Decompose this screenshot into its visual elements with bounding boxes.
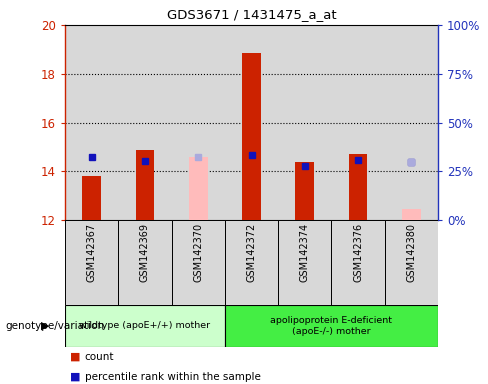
Text: GSM142376: GSM142376: [353, 223, 363, 282]
Bar: [118, 25, 172, 220]
Text: percentile rank within the sample: percentile rank within the sample: [84, 372, 261, 382]
Bar: [189, 157, 207, 220]
Text: GSM142372: GSM142372: [246, 223, 257, 282]
Bar: [65, 220, 118, 305]
Bar: [65, 25, 118, 220]
Bar: [331, 220, 385, 305]
Bar: [385, 220, 438, 305]
Text: genotype/variation: genotype/variation: [5, 321, 104, 331]
Bar: [295, 162, 314, 220]
Bar: [225, 305, 438, 347]
Bar: [225, 25, 278, 220]
Text: GSM142374: GSM142374: [300, 223, 310, 282]
Bar: [242, 53, 261, 220]
Bar: [172, 25, 225, 220]
Bar: [225, 220, 278, 305]
Bar: [402, 209, 421, 220]
Bar: [65, 305, 225, 347]
Text: GSM142380: GSM142380: [407, 223, 416, 281]
Title: GDS3671 / 1431475_a_at: GDS3671 / 1431475_a_at: [167, 8, 336, 21]
Text: GSM142370: GSM142370: [193, 223, 203, 282]
Text: ■: ■: [70, 352, 81, 362]
Bar: [118, 220, 172, 305]
Text: ▶: ▶: [41, 321, 50, 331]
Text: count: count: [84, 352, 114, 362]
Text: GSM142369: GSM142369: [140, 223, 150, 281]
Text: ■: ■: [70, 372, 81, 382]
Bar: [278, 25, 331, 220]
Bar: [172, 220, 225, 305]
Text: wildtype (apoE+/+) mother: wildtype (apoE+/+) mother: [80, 321, 210, 331]
Bar: [385, 25, 438, 220]
Bar: [278, 220, 331, 305]
Text: apolipoprotein E-deficient
(apoE-/-) mother: apolipoprotein E-deficient (apoE-/-) mot…: [270, 316, 392, 336]
Text: GSM142367: GSM142367: [87, 223, 97, 282]
Bar: [82, 175, 101, 220]
Bar: [331, 25, 385, 220]
Bar: [136, 150, 154, 220]
Bar: [349, 154, 367, 220]
